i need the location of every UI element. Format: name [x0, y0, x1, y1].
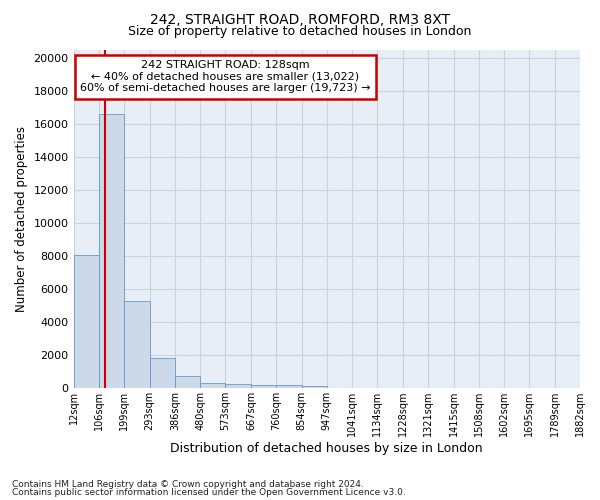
Bar	[124, 300, 149, 388]
Text: Size of property relative to detached houses in London: Size of property relative to detached ho…	[128, 25, 472, 38]
Bar	[99, 114, 124, 388]
Bar	[226, 384, 251, 388]
Bar	[74, 254, 99, 388]
Bar	[302, 386, 327, 388]
Text: 242 STRAIGHT ROAD: 128sqm
← 40% of detached houses are smaller (13,022)
60% of s: 242 STRAIGHT ROAD: 128sqm ← 40% of detac…	[80, 60, 371, 94]
Bar	[200, 383, 226, 388]
Bar	[276, 386, 302, 388]
Bar	[175, 376, 200, 388]
Text: Contains HM Land Registry data © Crown copyright and database right 2024.: Contains HM Land Registry data © Crown c…	[12, 480, 364, 489]
Text: 242, STRAIGHT ROAD, ROMFORD, RM3 8XT: 242, STRAIGHT ROAD, ROMFORD, RM3 8XT	[150, 12, 450, 26]
Bar	[251, 384, 276, 388]
X-axis label: Distribution of detached houses by size in London: Distribution of detached houses by size …	[170, 442, 483, 455]
Y-axis label: Number of detached properties: Number of detached properties	[15, 126, 28, 312]
Bar	[149, 358, 175, 388]
Text: Contains public sector information licensed under the Open Government Licence v3: Contains public sector information licen…	[12, 488, 406, 497]
